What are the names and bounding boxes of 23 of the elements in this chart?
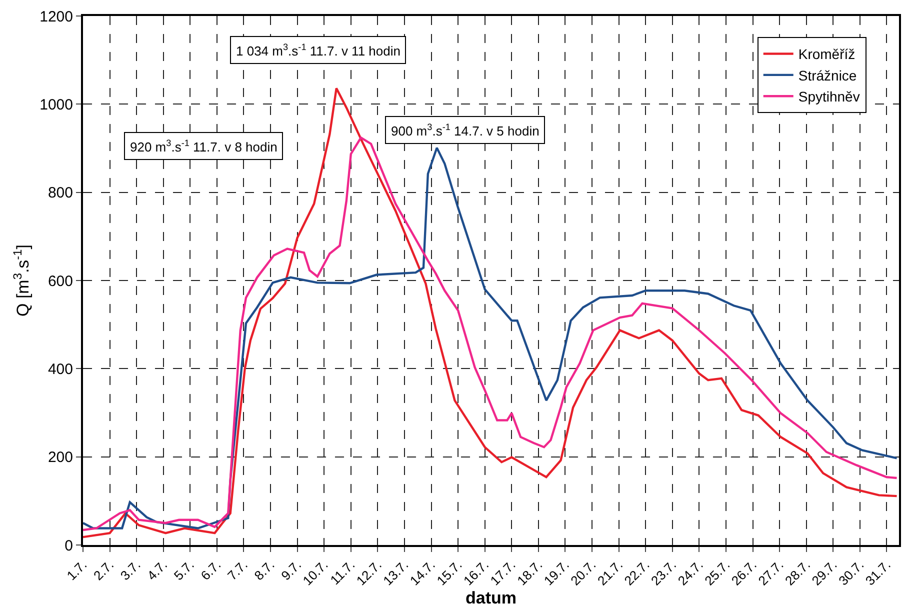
- y-tick-label: 1200: [40, 8, 73, 26]
- y-tick-label: 800: [48, 184, 73, 202]
- x-tick-label: 5.7.: [170, 557, 197, 584]
- x-axis-title: datum: [466, 588, 516, 608]
- y-tick-label: 600: [48, 272, 73, 290]
- x-tick-label: 2.7.: [90, 557, 117, 584]
- legend-label: Strážnice: [798, 67, 857, 84]
- x-tick-label: 1.7.: [64, 557, 90, 584]
- y-tick-label: 200: [48, 449, 73, 466]
- legend-label: Kroměříž: [798, 46, 856, 62]
- y-tick-label: 1000: [40, 96, 73, 114]
- annotation: 900 m$^{3}$.s$^{-1}$ 14.7. v 5 hodin: [391, 122, 540, 138]
- annotation: 920 m$^{3}$.s$^{-1}$ 11.7. v 8 hodin: [130, 138, 278, 154]
- x-tick-label: 6.7.: [198, 557, 224, 584]
- y-tick-label: 400: [48, 360, 73, 378]
- y-tick-label: 0: [64, 537, 73, 554]
- x-tick-label: 4.7.: [144, 557, 170, 584]
- x-tick-label: 9.7.: [278, 557, 304, 584]
- x-tick-label: 3.7.: [117, 557, 144, 584]
- legend-label: Spytihněv: [798, 88, 860, 105]
- x-tick-label: 8.7.: [251, 557, 278, 584]
- annotation: 1 034 m$^{3}$.s$^{-1}$ 11.7. v 11 hodin: [236, 42, 400, 58]
- x-tick-label: 7.7.: [224, 557, 250, 584]
